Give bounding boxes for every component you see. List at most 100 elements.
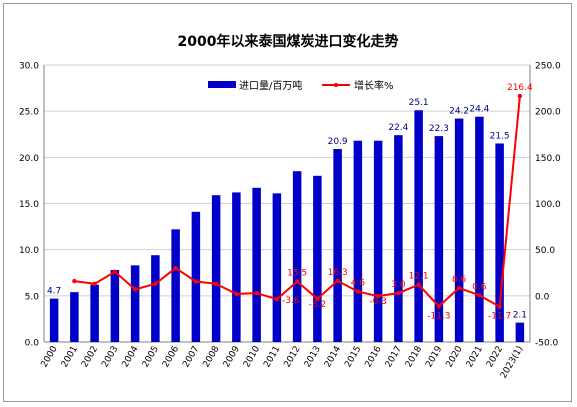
x-tick-label: 2013 <box>303 345 323 370</box>
y-right-tick-label: 50.0 <box>535 246 555 256</box>
line-data-label: 15.5 <box>287 269 307 279</box>
chart-title: 2000年以来泰国煤炭进口变化走势 <box>178 33 399 50</box>
bar-series <box>49 110 525 342</box>
x-tick-label: 2020 <box>445 344 465 369</box>
bar <box>211 195 221 342</box>
legend-bar-label: 进口量/百万吨 <box>239 79 302 92</box>
y-left-tick-label: 30.0 <box>19 62 39 72</box>
y-left-tick-label: 20.0 <box>19 154 39 164</box>
growth-point <box>456 285 462 291</box>
x-tick-label: 2007 <box>181 345 201 370</box>
x-tick-label: 2012 <box>283 345 303 370</box>
x-tick-label: 2018 <box>404 344 424 369</box>
bar <box>191 211 201 342</box>
line-data-label: 0.6 <box>472 282 487 292</box>
growth-point <box>112 269 118 275</box>
x-tick-label: 2003 <box>100 345 120 370</box>
growth-point <box>72 278 77 284</box>
bar-data-label: 24.4 <box>469 105 489 115</box>
growth-point <box>294 279 300 284</box>
bar <box>434 136 444 342</box>
bar <box>232 192 241 342</box>
x-tick-label: 2015 <box>343 345 363 370</box>
line-data-label: 16.3 <box>328 268 348 278</box>
growth-point <box>92 281 97 287</box>
line-data-label: 8.6 <box>452 275 467 285</box>
x-tick-label: 2021 <box>465 345 485 370</box>
bar <box>252 187 261 342</box>
legend-line-label: 增长率% <box>354 79 394 92</box>
growth-point <box>375 293 381 299</box>
x-tick-label: 2000 <box>40 344 60 369</box>
growth-point <box>355 289 361 294</box>
bar-data-label: 22.4 <box>388 123 408 133</box>
growth-point <box>173 265 178 271</box>
line-data-label: -3.2 <box>309 300 327 310</box>
y-left-tick-label: 15.0 <box>19 200 39 210</box>
line-data-label: 12.1 <box>409 272 429 282</box>
growth-point <box>396 290 401 296</box>
line-data-label: -11.7 <box>488 312 511 322</box>
growth-point <box>477 293 482 298</box>
bar-data-label: 25.1 <box>409 98 429 108</box>
line-data-label: -3.6 <box>282 296 300 306</box>
line-data-label: -11.3 <box>427 311 450 321</box>
chart: 0.0 5.0 10.0 15.0 20.0 25.0 30.0 -50.0 0.0 50.0 10… <box>19 33 561 380</box>
bar <box>292 171 302 342</box>
bar <box>394 135 403 342</box>
y-right-tick-label: 0.0 <box>535 292 550 302</box>
y-left-tick-label: 10.0 <box>19 246 39 256</box>
bar <box>475 116 484 342</box>
line-series <box>72 93 523 309</box>
legend-bar-swatch <box>208 81 236 88</box>
bar-data-label: 2.1 <box>513 311 527 321</box>
growth-point <box>315 296 320 301</box>
growth-point <box>254 290 259 296</box>
bar <box>90 284 99 342</box>
growth-point <box>517 93 523 99</box>
x-tick-label: 2017 <box>384 345 404 370</box>
line-data-label: -0.3 <box>369 297 387 307</box>
bar <box>272 193 282 342</box>
bar <box>171 229 180 342</box>
x-tick-label: 2001 <box>60 345 80 370</box>
bar <box>49 298 59 342</box>
x-tick-label: 2004 <box>121 344 141 369</box>
bar-data-label: 24.2 <box>449 107 469 117</box>
bar <box>333 149 342 342</box>
bar <box>353 140 363 342</box>
growth-point <box>497 304 502 309</box>
x-tick-label: 2010 <box>242 344 262 369</box>
bar-data-label: 4.7 <box>47 287 61 297</box>
x-tick-label: 2014 <box>323 344 343 369</box>
legend-line-marker <box>334 83 338 87</box>
y-left-tick-label: 5.0 <box>25 292 40 302</box>
x-tick-label: 2009 <box>222 344 242 369</box>
growth-point <box>153 281 158 287</box>
data-labels: 4.7 20.9 22.4 25.1 22.324.2 24.4 21.5 2.1 15.5 -3… <box>47 83 533 322</box>
gridlines <box>44 64 530 343</box>
legend: 进口量/百万吨 增长率% <box>208 79 394 92</box>
y-right-tick-label: 200.0 <box>535 108 561 118</box>
bar <box>515 322 525 342</box>
y-left-tick-label: 25.0 <box>19 108 39 118</box>
growth-point <box>436 304 442 309</box>
bar <box>373 140 383 342</box>
y-right-tick-label: 250.0 <box>535 62 561 72</box>
bar <box>110 269 120 342</box>
bar <box>454 118 464 342</box>
line-data-label: 4.6 <box>351 279 366 289</box>
growth-point <box>416 282 421 287</box>
y-right-tick-label: -50.0 <box>535 339 559 349</box>
x-tick-label: 2006 <box>161 344 181 369</box>
bar <box>70 292 79 342</box>
growth-point <box>213 281 219 287</box>
line-data-label: 3.0 <box>391 280 406 290</box>
bar <box>414 110 423 342</box>
bar-data-label: 22.3 <box>429 124 449 134</box>
x-tick-label: 2019 <box>424 344 444 369</box>
x-tick-label: 2016 <box>364 344 384 369</box>
bar-data-label: 20.9 <box>328 137 348 147</box>
y-left-tick-label: 0.0 <box>25 339 40 349</box>
line-data-label: 216.4 <box>507 83 533 93</box>
